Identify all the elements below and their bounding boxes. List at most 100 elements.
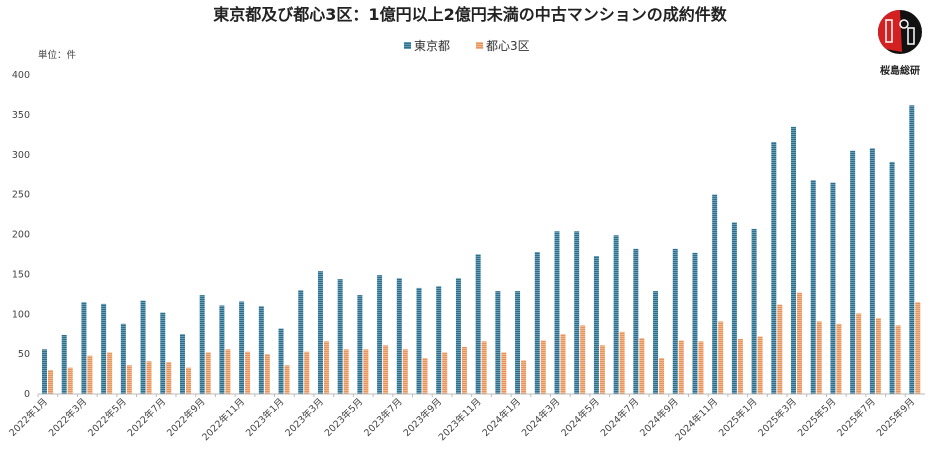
bar-tokyo [869,148,875,394]
x-tick-label: 2025年5月 [795,396,838,439]
bar-central3 [599,345,605,394]
bar-tokyo [120,323,126,394]
bar-tokyo [810,180,816,394]
bar-tokyo [455,278,461,394]
y-tick-label: 150 [12,269,30,280]
bar-central3 [185,367,191,394]
x-tick-label: 2023年3月 [283,396,326,439]
legend: 東京都 都心3区 [404,39,530,53]
bar-tokyo [199,295,205,394]
x-tick-label: 2022年11月 [200,396,248,444]
bar-central3 [560,334,566,394]
bar-tokyo [692,252,698,394]
bar-tokyo [751,228,757,394]
bar-tokyo [534,252,540,394]
bar-tokyo [219,305,225,394]
bar-central3 [363,349,369,394]
y-tick-label: 0 [24,389,30,400]
bar-central3 [245,351,251,394]
bar-central3 [48,370,53,394]
bar-tokyo [475,254,481,394]
bar-tokyo [42,349,47,394]
bar-tokyo [574,231,580,394]
bar-tokyo [101,303,107,394]
bar-central3 [797,292,803,394]
bar-tokyo [909,105,915,395]
bar-central3 [481,341,487,394]
x-tick-label: 2024年11月 [673,396,721,444]
x-tick-label: 2022年3月 [46,396,89,439]
bar-tokyo [554,231,560,394]
bar-tokyo [396,278,402,394]
bar-tokyo [731,222,737,394]
x-axis: 2022年1月2022年3月2022年5月2022年7月2022年9月2022年… [7,393,925,444]
bar-tokyo [140,300,146,394]
bar-central3 [205,352,211,394]
chart-title: 東京都及び都心3区：1億円以上2億円未満の中古マンションの成約件数 [213,5,727,24]
x-tick-label: 2022年7月 [125,396,168,439]
bars [42,105,921,395]
bar-central3 [67,367,73,394]
bar-central3 [856,313,862,394]
bar-central3 [836,323,842,394]
y-tick-label: 200 [12,230,30,241]
x-tick-label: 2024年5月 [559,396,602,439]
bar-tokyo [672,248,678,394]
x-tick-label: 2024年9月 [637,396,680,439]
bar-central3 [895,325,901,394]
bar-central3 [284,365,290,394]
y-tick-label: 250 [12,190,30,201]
bar-tokyo [239,301,245,394]
x-tick-label: 2023年7月 [361,396,404,439]
bar-central3 [757,336,763,394]
bar-central3 [777,304,783,394]
x-tick-label: 2023年5月 [322,396,365,439]
x-tick-label: 2025年3月 [756,396,799,439]
bar-central3 [718,321,724,394]
bar-tokyo [830,182,836,394]
bar-central3 [461,346,467,394]
bar-tokyo [436,286,442,394]
bar-tokyo [61,334,67,394]
svg-text:桜島総研: 桜島総研 [880,64,920,77]
bar-tokyo [357,295,363,394]
bar-central3 [304,351,310,394]
x-tick-label: 2024年3月 [519,396,562,439]
y-tick-label: 400 [12,70,30,81]
legend-swatch [404,42,411,49]
x-tick-label: 2024年1月 [480,396,523,439]
bar-tokyo [298,290,304,394]
bar-central3 [619,331,625,394]
bar-tokyo [377,275,383,394]
bar-tokyo [337,279,343,394]
bar-central3 [737,338,743,394]
x-tick-label: 2022年9月 [164,396,207,439]
bar-central3 [521,360,527,394]
bar-central3 [698,341,704,394]
x-tick-label: 2025年7月 [835,396,878,439]
x-tick-label: 2025年9月 [874,396,917,439]
bar-tokyo [613,235,619,394]
bar-tokyo [81,302,87,394]
x-tick-label: 2025年1月 [716,396,759,439]
bar-central3 [422,358,428,394]
bar-central3 [383,345,389,394]
logo: 桜島総研 [877,9,922,77]
bar-central3 [323,341,329,394]
y-tick-label: 50 [18,349,30,360]
bar-central3 [225,349,231,394]
bar-central3 [915,302,921,394]
bar-tokyo [633,248,639,394]
legend-swatch [476,42,483,49]
y-tick-label: 350 [12,110,30,121]
bar-tokyo [791,126,797,395]
unit-label: 単位：件 [38,49,77,61]
x-tick-label: 2023年1月 [243,396,286,439]
x-tick-label: 2022年1月 [7,396,50,439]
bar-central3 [580,325,586,394]
bar-tokyo [593,256,599,394]
bar-central3 [442,352,448,394]
bar-tokyo [850,150,856,394]
x-tick-label: 2024年7月 [598,396,641,439]
